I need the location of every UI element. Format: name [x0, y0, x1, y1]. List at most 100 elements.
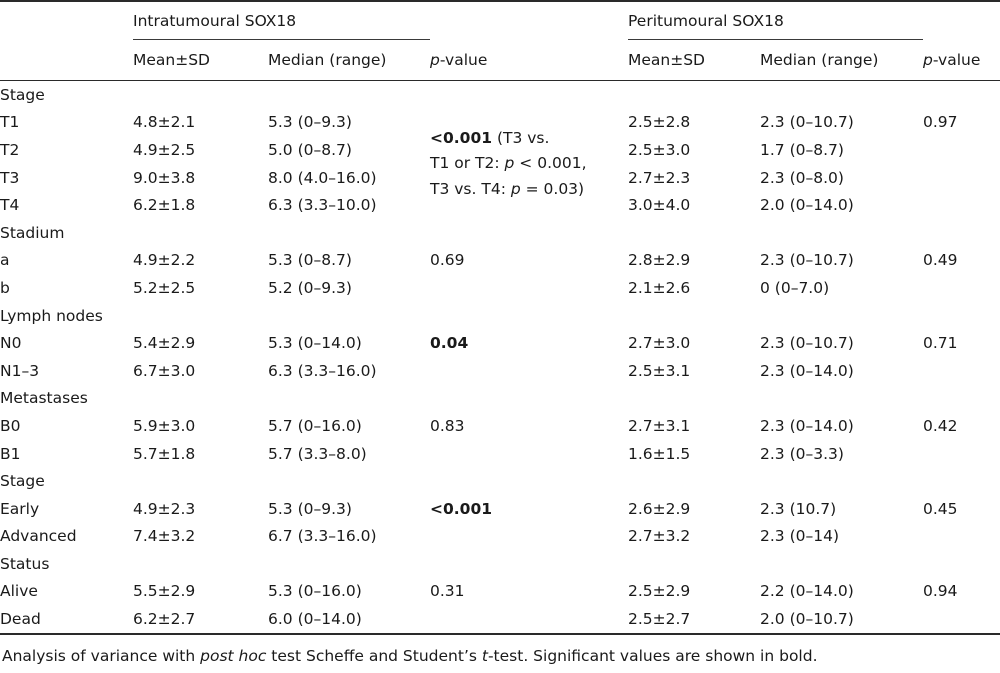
p-value-suffix: -value [439, 50, 488, 69]
peri-mean-sd: 2.7±2.3 [628, 168, 691, 187]
intra-p-value: 0.83 [430, 416, 465, 435]
group-header-peritumoural: Peritumoural SOX18 [628, 1, 923, 40]
peri-p-value [923, 523, 1000, 551]
section-label-status: Status [0, 554, 50, 573]
table-row: Alive 5.5±2.9 5.3 (0–16.0) 0.31 2.5±2.9 … [0, 578, 1000, 606]
peri-median-range: 2.0 (0–10.7) [760, 605, 923, 635]
peri-p-value [923, 605, 1000, 635]
row-label-t1: T1 [0, 113, 20, 132]
row-label-alive: Alive [0, 582, 38, 601]
intra-median-range: 5.3 (0–9.3) [268, 499, 352, 518]
column-header-intra-p-value: p-value [430, 39, 628, 81]
footnote-italic-post-hoc: post hoc [200, 646, 267, 665]
table-row: T4 6.2±1.8 6.3 (3.3–10.0) 3.0±4.0 2.0 (0… [0, 191, 1000, 219]
peri-median-range: 2.2 (0–14.0) [760, 582, 854, 601]
peri-median-range: 2.3 (0–3.3) [760, 444, 844, 463]
footnote-text: -test. Significant values are shown in b… [487, 646, 818, 665]
table-row: Dead 6.2±2.7 6.0 (0–14.0) 2.5±2.7 2.0 (0… [0, 605, 1000, 635]
intra-p-value [430, 523, 628, 551]
intra-mean-sd: 5.5±2.9 [133, 582, 196, 601]
peri-mean-sd: 2.1±2.6 [628, 278, 691, 297]
peri-mean-sd: 3.0±4.0 [628, 196, 691, 215]
table-footnote: Analysis of variance with post hoc test … [0, 646, 1000, 666]
intra-mean-sd: 7.4±3.2 [133, 527, 196, 546]
intra-p-value: 0.69 [430, 251, 465, 270]
section-row: Status [0, 550, 1000, 578]
peri-mean-sd: 2.5±2.7 [628, 605, 760, 635]
section-label-metastases: Metastases [0, 389, 88, 408]
intra-median-range: 5.0 (0–8.7) [268, 140, 352, 159]
row-label-t2: T2 [0, 140, 20, 159]
peri-p-value [923, 274, 1000, 302]
intra-mean-sd: 9.0±3.8 [133, 168, 196, 187]
intra-median-range: 5.3 (0–16.0) [268, 582, 362, 601]
column-header-intra-mean-sd: Mean±SD [133, 39, 268, 81]
intra-p-value [430, 605, 628, 635]
section-label-lymph-nodes: Lymph nodes [0, 306, 103, 325]
intra-median-range: 6.3 (3.3–10.0) [268, 196, 377, 215]
intra-p-value-note: <0.001 (T3 vs. T1 or T2: p < 0.001, T3 v… [430, 109, 628, 219]
p-note-text: = 0.03) [520, 179, 585, 198]
p-italic: p [923, 50, 933, 69]
corner-spacer [0, 1, 133, 40]
intra-median-range: 6.3 (3.3–16.0) [268, 361, 377, 380]
peri-p-value: 0.42 [923, 416, 958, 435]
intra-mean-sd: 4.9±2.5 [133, 140, 196, 159]
peri-median-range: 2.3 (0–8.0) [760, 168, 844, 187]
intra-p-value-significant: 0.04 [430, 334, 469, 353]
peri-median-range: 2.3 (0–14) [760, 527, 840, 546]
row-label-advanced: Advanced [0, 527, 77, 546]
p-italic: p [504, 154, 515, 173]
peri-median-range: 2.3 (0–14.0) [760, 361, 854, 380]
intra-mean-sd: 4.8±2.1 [133, 113, 196, 132]
intra-median-range: 5.2 (0–9.3) [268, 278, 352, 297]
row-label-b1: B1 [0, 444, 21, 463]
peri-mean-sd: 2.8±2.9 [628, 251, 691, 270]
peri-median-range: 0 (0–7.0) [760, 278, 830, 297]
row-label-n0: N0 [0, 334, 22, 353]
group-header-row: Intratumoural SOX18 Peritumoural SOX18 [0, 1, 1000, 40]
table-row: N1–3 6.7±3.0 6.3 (3.3–16.0) 2.5±3.1 2.3 … [0, 357, 1000, 385]
table-row: B0 5.9±3.0 5.7 (0–16.0) 0.83 2.7±3.1 2.3… [0, 412, 1000, 440]
p-note-text: < 0.001, [514, 154, 587, 173]
p-italic: p [430, 50, 440, 69]
intra-median-range: 5.3 (0–8.7) [268, 251, 352, 270]
table-row: a 4.9±2.2 5.3 (0–8.7) 0.69 2.8±2.9 2.3 (… [0, 247, 1000, 275]
table-row: T2 4.9±2.5 5.0 (0–8.7) 2.5±3.0 1.7 (0–8.… [0, 136, 1000, 164]
p-value-bold: <0.001 [430, 128, 493, 147]
peri-median-range: 2.3 (0–10.7) [760, 251, 854, 270]
section-row: Stage [0, 467, 1000, 495]
peri-median-range: 1.7 (0–8.7) [760, 140, 844, 159]
peri-mean-sd: 2.7±3.1 [628, 416, 691, 435]
table-row: T3 9.0±3.8 8.0 (4.0–16.0) 2.7±2.3 2.3 (0… [0, 164, 1000, 192]
p-note-line-3: T3 vs. T4: p = 0.03) [430, 177, 628, 203]
peri-mean-sd: 2.5±3.0 [628, 140, 691, 159]
peri-p-value [923, 357, 1000, 385]
section-label-stadium: Stadium [0, 223, 65, 242]
peri-median-range: 2.3 (0–10.7) [760, 334, 854, 353]
intra-median-range: 6.0 (0–14.0) [268, 605, 430, 635]
intra-mean-sd: 4.9±2.2 [133, 251, 196, 270]
p-note-text: T3 vs. T4: [430, 179, 511, 198]
p-note-text: T1 or T2: [430, 154, 505, 173]
intra-mean-sd: 6.2±1.8 [133, 196, 196, 215]
table-row: Advanced 7.4±3.2 6.7 (3.3–16.0) 2.7±3.2 … [0, 523, 1000, 551]
peri-mean-sd: 2.6±2.9 [628, 499, 691, 518]
intra-mean-sd: 5.7±1.8 [133, 444, 196, 463]
section-row: Metastases [0, 385, 1000, 413]
column-header-row: Mean±SD Median (range) p-value Mean±SD M… [0, 39, 1000, 81]
intra-p-value: 0.31 [430, 582, 465, 601]
column-header-intra-median-range: Median (range) [268, 39, 430, 81]
intra-p-value [430, 357, 628, 385]
section-row: Stadium [0, 219, 1000, 247]
column-header-peri-mean-sd: Mean±SD [628, 39, 760, 81]
section-row: Lymph nodes [0, 302, 1000, 330]
footnote-text: Analysis of variance with [2, 646, 201, 665]
row-label-t4: T4 [0, 196, 20, 215]
intra-mean-sd: 5.2±2.5 [133, 278, 196, 297]
p-note-line-1: <0.001 (T3 vs. [430, 126, 628, 152]
p-value-suffix: -value [932, 50, 981, 69]
intra-median-range: 5.3 (0–14.0) [268, 334, 362, 353]
peri-median-range: 2.3 (10.7) [760, 499, 837, 518]
peri-mean-sd: 1.6±1.5 [628, 444, 691, 463]
